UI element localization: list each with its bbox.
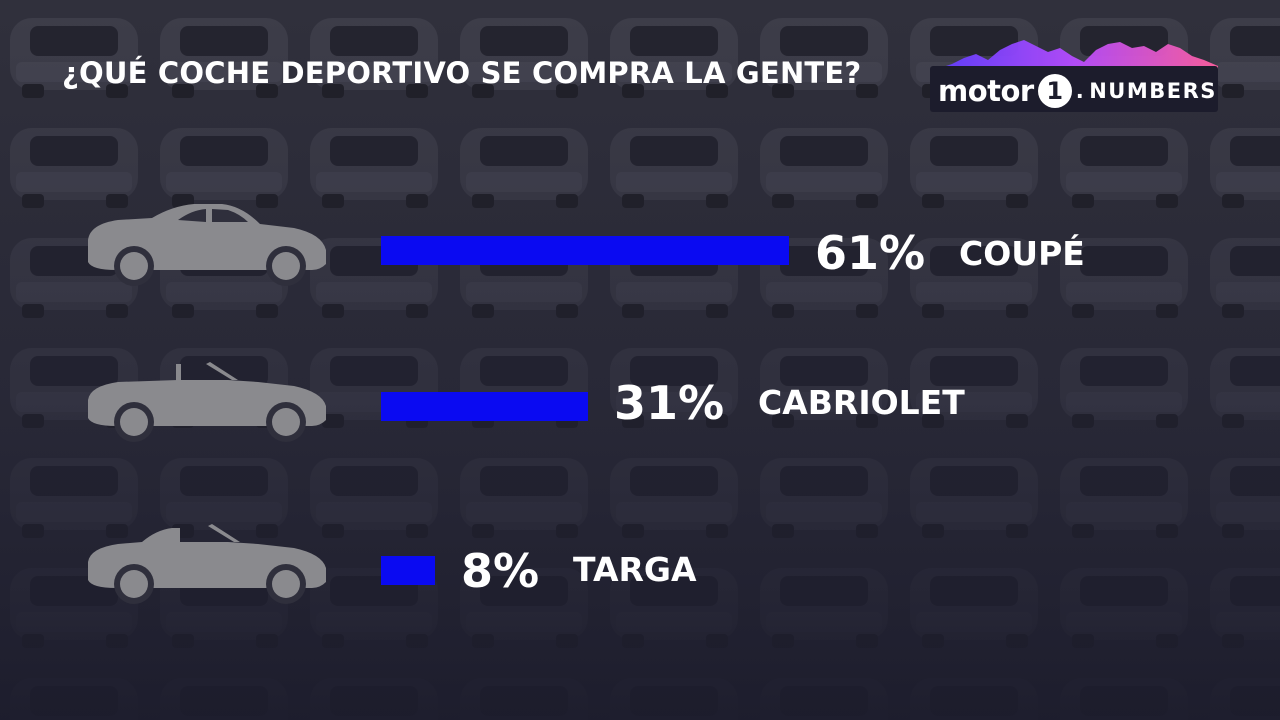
coupe-car-icon [88,204,326,286]
value-label-coupe: 61% [815,226,926,280]
motor1-numbers-logo: motor 1 . NUMBERS [930,36,1218,112]
cabriolet-car-icon [88,362,326,442]
logo-box [930,66,1218,112]
targa-car-icon [88,524,326,604]
bar-coupe [381,236,789,265]
bar-cabriolet [381,392,588,421]
logo-motor-text: motor [938,74,1034,108]
category-label-cabriolet: CABRIOLET [758,383,965,422]
bar-targa [381,556,435,585]
logo-dot-text: . [1075,79,1086,103]
category-label-coupe: COUPÉ [959,234,1085,273]
category-label-targa: TARGA [573,550,697,589]
logo-numbers-text: NUMBERS [1089,79,1217,103]
logo-one-badge: 1 [1037,74,1072,108]
logo-text: motor 1 . NUMBERS [938,71,1217,111]
value-label-targa: 8% [461,544,540,598]
value-label-cabriolet: 31% [614,376,725,430]
chart-title: ¿QUÉ COCHE DEPORTIVO SE COMPRA LA GENTE? [62,56,862,90]
